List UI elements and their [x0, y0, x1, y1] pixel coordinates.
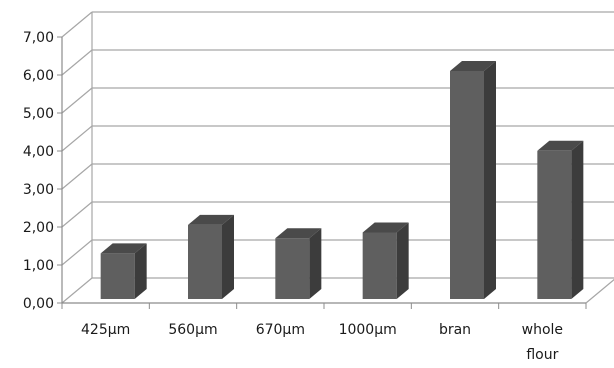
x-tick-label: bran: [439, 322, 471, 338]
y-tick-label: 7,00: [23, 30, 54, 46]
x-tick-label: 670µm: [256, 322, 305, 338]
y-tick-label: 4,00: [23, 144, 54, 160]
y-tick-label: 6,00: [23, 68, 54, 84]
bar-top: [537, 140, 584, 151]
gridline-depth: [61, 201, 93, 228]
bar-top: [362, 222, 409, 233]
bar-side: [571, 140, 584, 299]
y-tick-labels: 0,00 1,00 2,00 3,00 4,00 5,00 6,00 7,00: [23, 30, 54, 312]
floor-edge: [585, 278, 614, 304]
bar-front: [100, 253, 135, 299]
bar-top: [100, 243, 147, 254]
x-tick-labels: 425µm 560µm 670µm 1000µm bran whole flour: [81, 322, 563, 363]
gridlines: [61, 11, 614, 304]
y-tick-label: 1,00: [23, 258, 54, 274]
bar-front: [537, 150, 572, 299]
gridline-depth: [61, 163, 93, 190]
gridline-depth: [61, 239, 93, 266]
y-tick-label: 3,00: [23, 182, 54, 198]
bar-front: [188, 224, 222, 299]
x-tick-label: 1000µm: [339, 322, 397, 338]
bar-side: [309, 228, 322, 299]
bar: [188, 214, 234, 299]
bar-side: [222, 214, 234, 299]
bar-top: [450, 61, 496, 71]
gridline-depth: [61, 277, 93, 304]
bar-side: [396, 222, 409, 299]
gridline-depth: [61, 11, 93, 38]
bar: [100, 243, 147, 299]
bar: [275, 228, 322, 299]
bar-top: [275, 228, 322, 239]
x-tick-label: 560µm: [168, 322, 217, 338]
bar: [362, 222, 409, 299]
bar: [450, 61, 496, 299]
bar-side: [134, 243, 147, 299]
y-tick-label: 2,00: [23, 220, 54, 236]
gridline-depth: [61, 87, 93, 114]
x-tick-label: 425µm: [81, 322, 130, 338]
axes: [57, 36, 587, 309]
bar-top: [188, 214, 234, 225]
bar-front: [275, 238, 310, 299]
bars: [100, 61, 584, 299]
bar-front: [362, 232, 397, 299]
bar-front: [450, 71, 484, 299]
bar-side: [484, 61, 496, 299]
y-tick-label: 0,00: [23, 296, 54, 312]
x-tick-label: whole flour: [522, 322, 563, 363]
gridline-depth: [61, 125, 93, 152]
bar: [537, 140, 584, 299]
gridline-depth: [61, 49, 93, 76]
y-tick-label: 5,00: [23, 106, 54, 122]
